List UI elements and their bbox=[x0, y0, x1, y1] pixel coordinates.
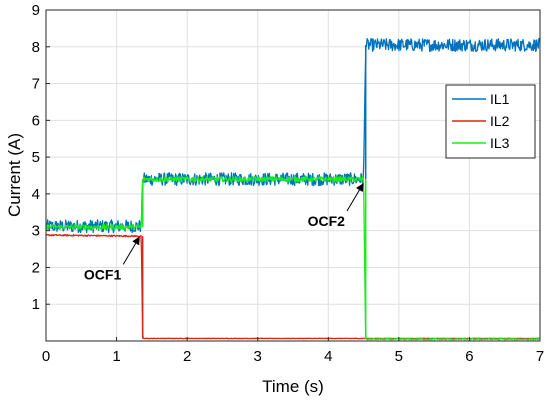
x-tick-label: 4 bbox=[324, 348, 332, 365]
x-tick-label: 5 bbox=[395, 348, 403, 365]
tick-labels: 0 1 2 3 4 5 6 7 1 2 3 4 5 6 7 8 9 bbox=[32, 2, 545, 365]
legend-item-il2[interactable]: IL2 bbox=[452, 113, 510, 129]
legend-item-il3[interactable]: IL3 bbox=[452, 135, 510, 151]
y-tick-label: 9 bbox=[32, 2, 40, 19]
y-axis-label: Current (A) bbox=[5, 133, 24, 217]
plot-frame bbox=[45, 9, 541, 342]
x-tick-label: 2 bbox=[183, 348, 191, 365]
x-tick-label: 7 bbox=[536, 348, 544, 365]
y-tick-label: 2 bbox=[32, 259, 40, 276]
y-tick-label: 3 bbox=[32, 223, 40, 240]
legend[interactable]: IL1 IL2 IL3 bbox=[445, 84, 536, 159]
annotation-arrow bbox=[122, 236, 140, 265]
y-tick-label: 7 bbox=[32, 76, 40, 93]
x-tick-label: 1 bbox=[112, 348, 120, 365]
y-tick-label: 1 bbox=[32, 296, 40, 313]
x-tick-label: 3 bbox=[254, 348, 262, 365]
x-axis-label: Time (s) bbox=[262, 377, 324, 396]
annotation-label: OCF2 bbox=[308, 213, 346, 229]
annotation-label: OCF1 bbox=[84, 266, 122, 282]
y-tick-label: 5 bbox=[32, 149, 40, 166]
y-tick-label: 6 bbox=[32, 112, 40, 129]
y-tick-label: 4 bbox=[32, 186, 40, 203]
annotation-ocf1: OCF1 bbox=[84, 236, 140, 282]
annotation-arrow bbox=[346, 183, 364, 212]
series-line-il3 bbox=[45, 175, 541, 341]
legend-label: IL2 bbox=[490, 113, 510, 129]
series-layer bbox=[45, 37, 541, 341]
series-il3 bbox=[45, 175, 541, 341]
y-tick-label: 8 bbox=[32, 39, 40, 56]
x-tick-label: 6 bbox=[465, 348, 473, 365]
legend-label: IL3 bbox=[490, 135, 510, 151]
x-tick-label: 0 bbox=[42, 348, 50, 365]
legend-item-il1[interactable]: IL1 bbox=[452, 91, 510, 107]
annotation-ocf2: OCF2 bbox=[308, 183, 364, 229]
series-line-il1 bbox=[45, 37, 541, 234]
annotations: OCF1 OCF2 bbox=[84, 183, 364, 282]
legend-label: IL1 bbox=[490, 91, 510, 107]
